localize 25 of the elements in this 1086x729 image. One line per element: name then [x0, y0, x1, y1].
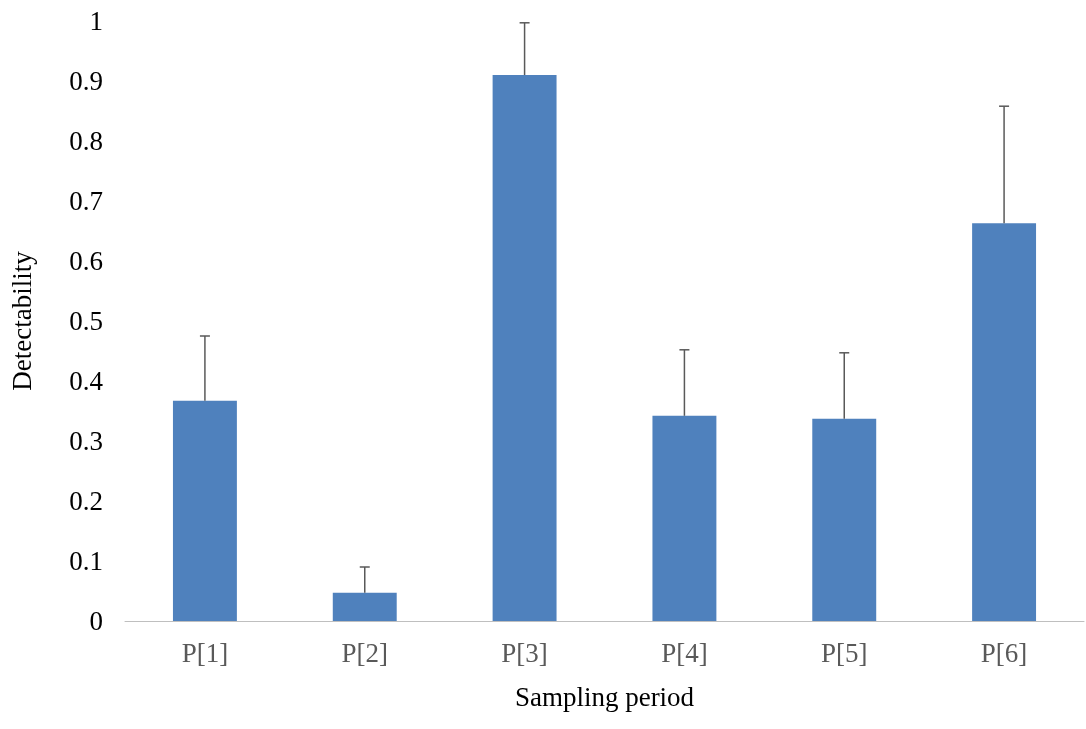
bar: [492, 75, 557, 621]
y-tick-label: 0.1: [69, 546, 103, 576]
y-tick-label: 0.6: [69, 246, 103, 276]
x-tick-label: P[1]: [181, 637, 229, 668]
y-tick-label: 0.8: [69, 126, 103, 156]
y-tick-label: 0: [89, 606, 103, 636]
y-axis-title: Detectability: [6, 250, 37, 391]
bar: [332, 592, 397, 621]
x-tick-label: P[3]: [501, 637, 548, 668]
bar: [652, 415, 717, 621]
bar: [172, 400, 237, 621]
y-tick-label: 0.4: [69, 366, 104, 396]
x-axis-title: Sampling period: [514, 681, 695, 712]
x-tick-label: P[6]: [980, 637, 1028, 668]
y-tick-label: 0.3: [69, 426, 103, 456]
y-tick-label: 0.5: [69, 306, 103, 336]
y-tick-label: 1: [89, 6, 103, 36]
y-tick-label: 0.7: [69, 186, 103, 216]
x-tick-label: P[2]: [341, 637, 388, 668]
y-tick-label: 0.2: [69, 486, 103, 516]
bar: [972, 223, 1037, 621]
y-tick-label: 0.9: [69, 66, 103, 96]
x-tick-label: P[5]: [821, 637, 868, 668]
x-tick-label: P[4]: [661, 637, 708, 668]
bar: [812, 418, 877, 621]
